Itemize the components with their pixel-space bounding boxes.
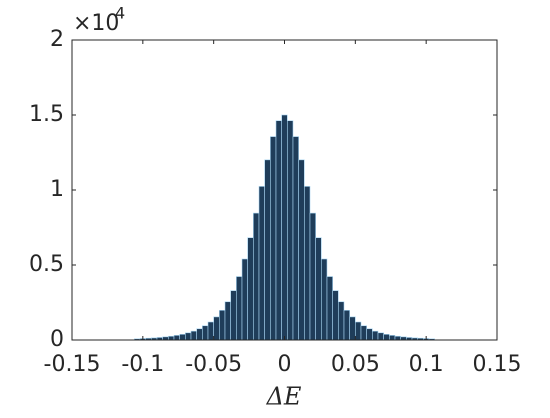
bar <box>338 301 345 341</box>
bar <box>298 159 305 341</box>
bar <box>355 321 362 341</box>
bar <box>196 328 203 341</box>
y-tick-label: 1 <box>50 177 64 202</box>
y-tick-label: 2 <box>50 27 64 52</box>
bar <box>383 333 390 341</box>
x-tick-label: -0.15 <box>44 352 101 377</box>
bar <box>304 186 311 341</box>
bar <box>343 309 350 341</box>
bar <box>253 212 260 341</box>
y-tick-label: 0.5 <box>29 252 64 277</box>
bar <box>207 321 214 341</box>
bar <box>213 316 220 341</box>
bar <box>292 136 299 341</box>
bar <box>315 237 322 341</box>
bar <box>230 290 237 341</box>
y-tick-label: 1.5 <box>29 102 64 127</box>
x-tick-label: 0 <box>278 352 292 377</box>
bar <box>360 325 367 341</box>
bar <box>190 330 197 341</box>
bar <box>281 114 288 341</box>
bar <box>264 159 271 341</box>
bar <box>309 212 316 341</box>
bar <box>332 290 339 341</box>
bar <box>247 237 254 341</box>
bar <box>202 325 209 341</box>
bar <box>224 301 231 341</box>
bar <box>236 276 243 341</box>
y-tick-label: 0 <box>50 327 64 352</box>
x-tick-label: -0.1 <box>121 352 164 377</box>
y-multiplier: ×10 <box>73 11 119 36</box>
bar <box>287 120 294 341</box>
bar <box>173 335 180 341</box>
bar <box>219 309 226 341</box>
bar <box>321 258 328 341</box>
bar <box>372 330 379 341</box>
bar <box>349 316 356 341</box>
x-tick-label: 0.05 <box>331 352 380 377</box>
bar <box>241 258 248 341</box>
y-multiplier-exponent: 4 <box>115 4 125 23</box>
bar <box>258 186 265 341</box>
x-tick-label: -0.05 <box>185 352 242 377</box>
bar <box>168 335 175 341</box>
bar <box>389 335 396 341</box>
bar <box>366 328 373 341</box>
bar <box>275 120 282 341</box>
bar <box>270 136 277 341</box>
x-tick-label: 0.1 <box>409 352 444 377</box>
bar <box>326 276 333 341</box>
x-tick-label: 0.15 <box>473 352 522 377</box>
x-axis-label: ΔE <box>266 383 302 411</box>
bar <box>377 332 384 341</box>
bar <box>179 333 186 341</box>
bar <box>185 332 192 341</box>
bar <box>394 335 401 341</box>
